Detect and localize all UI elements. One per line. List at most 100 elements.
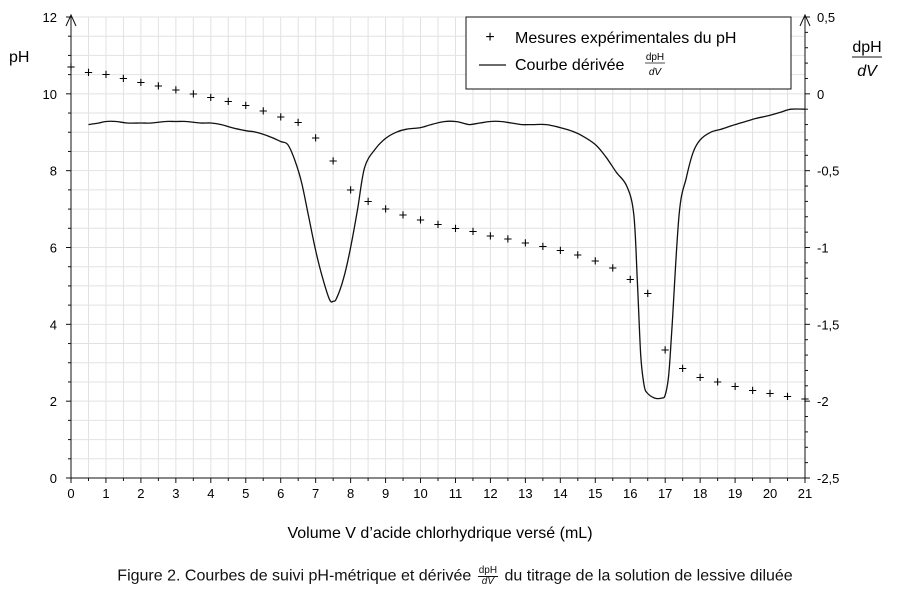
figure-caption: Figure 2. Courbes de suivi pH-métrique e… — [0, 566, 910, 587]
ph-point: + — [294, 115, 303, 132]
x-axis-title: Volume V d’acide chlorhydrique versé (mL… — [287, 525, 592, 542]
y-right-tick-label: 0 — [817, 87, 824, 102]
svg-text:dpH: dpH — [646, 52, 664, 63]
y-right-tick-label: -1,5 — [817, 317, 839, 332]
legend-marker-ph: + — [485, 29, 494, 46]
ph-point: + — [591, 253, 600, 270]
ticks: 0 1 2 3 4 5 6 7 8 9 10 11 12 13 14 15 16 17 18 19 20 21024681… — [43, 10, 840, 501]
ph-point: + — [311, 130, 320, 147]
ph-point: + — [783, 389, 792, 406]
ph-point: + — [171, 82, 180, 99]
ph-point: + — [224, 94, 233, 111]
y-left-axis-arrow — [65, 13, 77, 27]
x-tick-label: 4 — [207, 486, 214, 501]
ph-point: + — [608, 260, 617, 277]
y-right-axis-arrow — [799, 13, 811, 27]
x-tick-label: 2 — [137, 486, 144, 501]
x-tick-label: 6 — [277, 486, 284, 501]
ph-point: + — [346, 182, 355, 199]
x-tick-label: 3 — [172, 486, 179, 501]
ph-point: + — [189, 86, 198, 103]
x-tick-label: 8 — [347, 486, 354, 501]
y-right-tick-label: 0,5 — [817, 10, 835, 25]
ph-point: + — [259, 103, 268, 120]
y-right-tick-label: -1 — [817, 241, 829, 256]
ph-markers: + + + + + + + + + + + + + + + + + + + + + + + + + + + + + + + + + + + + + + + +… — [67, 59, 810, 408]
x-tick-label: 1 — [102, 486, 109, 501]
y-right-tick-label: -2 — [817, 394, 829, 409]
ph-point: + — [119, 70, 128, 87]
ph-point: + — [801, 391, 810, 408]
ph-point: + — [713, 374, 722, 391]
ph-point: + — [67, 59, 76, 76]
x-tick-label: 14 — [553, 486, 567, 501]
ph-point: + — [766, 385, 775, 402]
y-right-tick-label: -2,5 — [817, 471, 839, 486]
x-tick-label: 12 — [483, 486, 497, 501]
ph-point: + — [521, 235, 530, 252]
ph-point: + — [276, 109, 285, 126]
x-tick-label: 18 — [693, 486, 707, 501]
ph-point: + — [416, 212, 425, 229]
caption-prefix: Figure 2. Courbes de suivi pH-métrique e… — [117, 567, 472, 585]
ph-point: + — [451, 220, 460, 237]
ph-point: + — [381, 201, 390, 218]
svg-text:dV: dV — [649, 67, 663, 78]
ph-point: + — [556, 243, 565, 260]
y-left-axis-title: pH — [9, 49, 29, 66]
x-tick-label: 11 — [449, 486, 463, 501]
ph-point: + — [364, 193, 373, 210]
svg-text:dpH: dpH — [852, 39, 881, 56]
legend: + Mesures expérimentales du pH Courbe dé… — [465, 16, 792, 90]
ph-point: + — [102, 67, 111, 84]
x-tick-label: 13 — [518, 486, 532, 501]
ph-point: + — [399, 207, 408, 224]
x-tick-label: 21 — [798, 486, 812, 501]
grid — [70, 16, 806, 479]
svg-text:dV: dV — [857, 63, 878, 80]
y-left-tick-label: 0 — [50, 471, 57, 486]
y-left-tick-label: 4 — [50, 317, 57, 332]
ph-point: + — [626, 271, 635, 288]
y-left-tick-label: 8 — [50, 164, 57, 179]
y-left-tick-label: 2 — [50, 394, 57, 409]
x-tick-label: 16 — [623, 486, 637, 501]
ph-point: + — [538, 239, 547, 256]
ph-point: + — [241, 97, 250, 114]
derivative-curve — [88, 108, 806, 400]
ph-point: + — [434, 216, 443, 233]
y-left-tick-label: 12 — [43, 10, 57, 25]
x-tick-label: 17 — [658, 486, 672, 501]
ph-point: + — [206, 90, 215, 107]
x-tick-label: 10 — [413, 486, 427, 501]
ph-point: + — [84, 65, 93, 82]
y-left-tick-label: 10 — [43, 87, 57, 102]
ph-point: + — [486, 228, 495, 245]
x-tick-label: 0 — [67, 486, 74, 501]
ph-point: + — [643, 286, 652, 303]
chart: 0 1 2 3 4 5 6 7 8 9 10 11 12 13 14 15 16 17 18 19 20 21024681… — [9, 10, 882, 542]
y-left-tick-label: 6 — [50, 241, 57, 256]
legend-label-derivative: Courbe dérivée — [515, 57, 625, 74]
ph-point: + — [504, 231, 513, 248]
legend-label-ph: Mesures expérimentales du pH — [515, 30, 736, 47]
x-tick-label: 5 — [242, 486, 249, 501]
caption-fraction: dpH dV — [477, 565, 499, 587]
ph-point: + — [137, 74, 146, 91]
ph-point: + — [573, 247, 582, 264]
x-tick-label: 20 — [763, 486, 777, 501]
ph-point: + — [154, 78, 163, 95]
y-right-axis-title: dpH dV — [852, 39, 882, 80]
x-tick-label: 9 — [382, 486, 389, 501]
y-right-tick-label: -0,5 — [817, 164, 839, 179]
x-tick-label: 19 — [728, 486, 742, 501]
ph-point: + — [748, 382, 757, 399]
ph-point: + — [661, 342, 670, 359]
x-tick-label: 7 — [312, 486, 319, 501]
ph-point: + — [678, 361, 687, 378]
ph-point: + — [469, 223, 478, 240]
ph-point: + — [696, 369, 705, 386]
x-tick-label: 15 — [588, 486, 602, 501]
ph-point: + — [731, 379, 740, 396]
ph-point: + — [329, 153, 338, 170]
